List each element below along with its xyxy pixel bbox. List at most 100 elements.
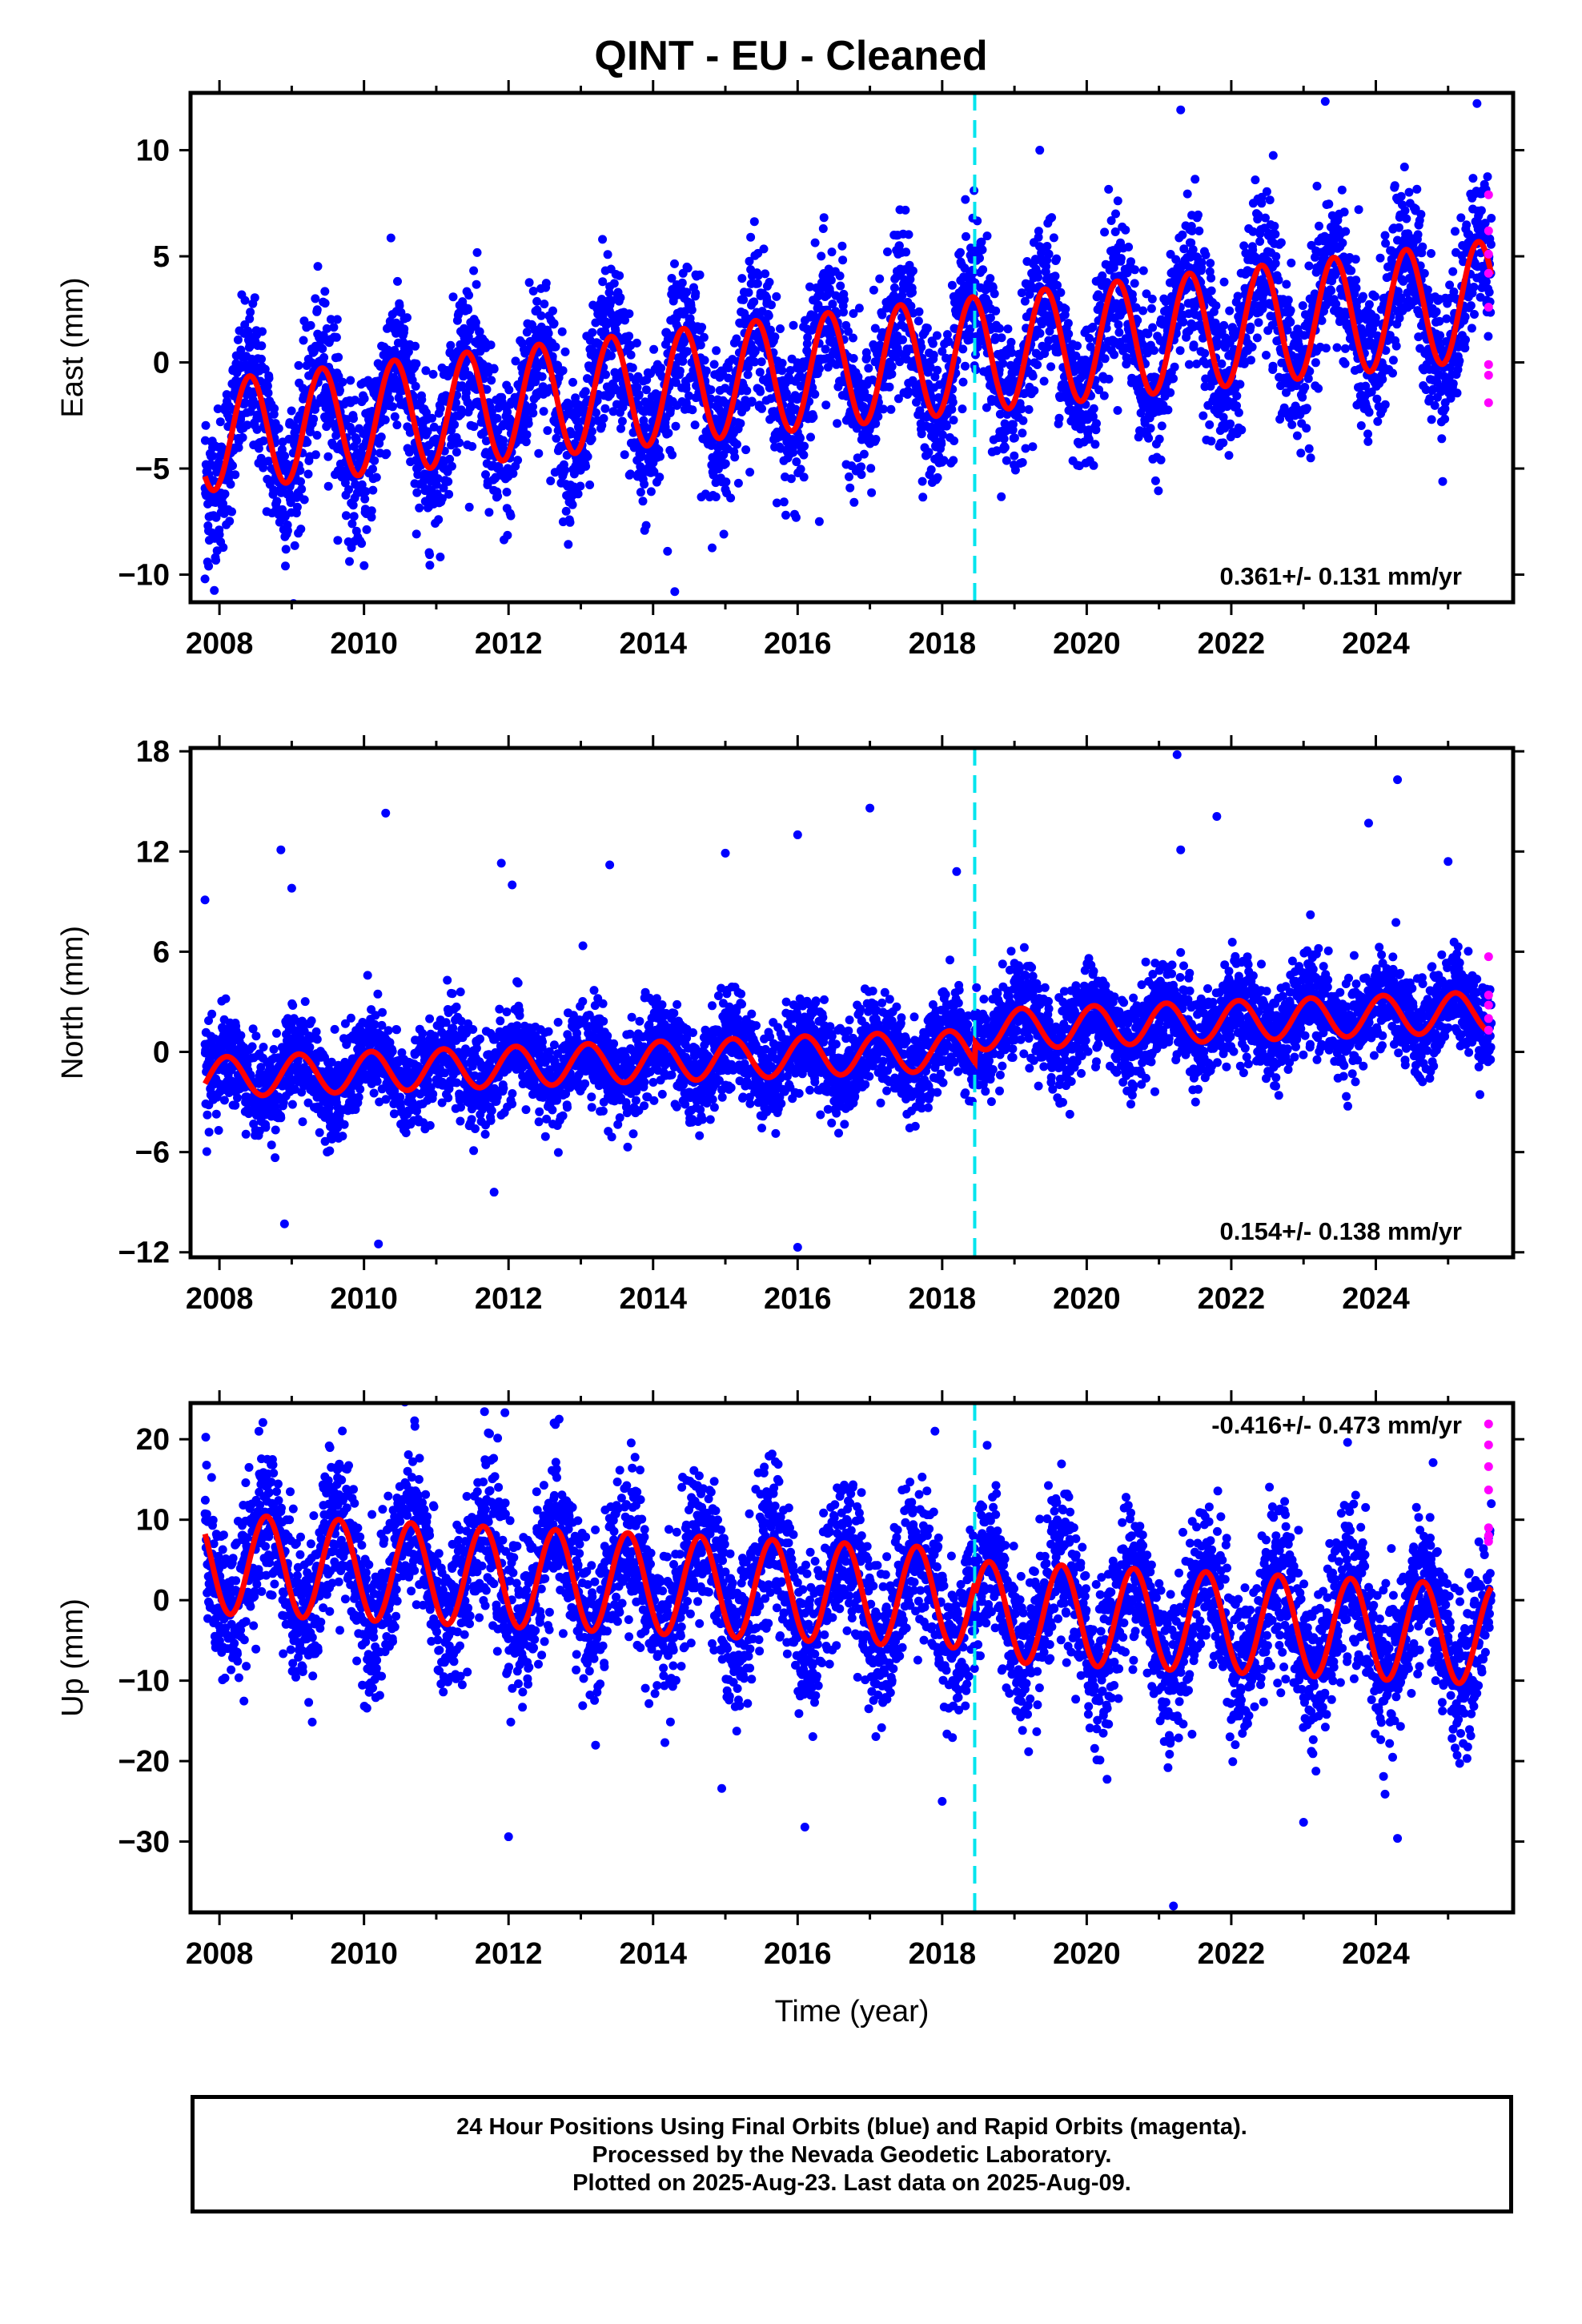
final-orbit-point [428,369,438,379]
final-orbit-point [845,472,853,481]
final-orbit-point [319,352,329,362]
final-orbit-point [280,451,290,460]
final-orbit-point [1197,258,1207,267]
final-orbit-point [1419,268,1429,278]
final-orbit-point [421,366,431,376]
final-orbit-point [1073,341,1082,351]
final-orbit-point [753,279,762,288]
final-orbit-point [257,354,266,364]
final-orbit-point [913,316,923,326]
final-orbit-point [536,311,546,320]
final-orbit-point [986,274,995,283]
final-orbit-point [1274,275,1283,285]
final-orbit-point [866,464,876,473]
final-orbit-point [750,347,760,356]
final-orbit-point [641,521,651,530]
final-orbit-point [1042,242,1052,251]
final-orbit-point [1130,279,1139,288]
final-orbit-point [439,483,448,493]
final-orbit-point [1235,380,1245,389]
final-orbit-point [712,346,721,356]
final-orbit-point [1114,320,1123,329]
final-orbit-point [412,529,421,539]
final-orbit-point [1430,400,1439,410]
final-orbit-point [250,293,259,303]
final-orbit-point [1437,434,1447,444]
final-orbit-point [403,313,412,323]
final-orbit-point [281,561,290,571]
final-orbit-point [632,338,641,348]
final-orbit-point [349,512,359,521]
final-orbit-point [632,383,642,392]
final-orbit-point [1199,411,1208,420]
final-orbit-point [1116,254,1126,263]
final-orbit-point [1400,206,1410,215]
final-orbit-point [711,493,721,501]
final-orbit-point [617,416,627,426]
final-orbit-point [259,436,268,445]
final-orbit-point [744,363,753,372]
final-orbit-point [1234,408,1243,417]
final-orbit-point [665,405,675,415]
final-orbit-point [412,488,422,497]
final-orbit-point [1271,251,1281,261]
final-orbit-point [344,485,353,494]
final-orbit-point [296,476,305,486]
final-orbit-point [626,350,636,360]
final-orbit-point [1448,379,1458,388]
final-orbit-point [392,420,402,430]
final-orbit-point [626,469,635,479]
final-orbit-point [1312,181,1322,191]
final-orbit-point [675,366,685,376]
final-orbit-point [962,231,970,241]
final-orbit-point [290,541,299,550]
final-orbit-point [1090,440,1100,449]
final-orbit-point [312,305,322,315]
final-orbit-point [1412,184,1422,194]
final-orbit-point [436,404,445,413]
final-orbit-point [215,530,224,540]
final-orbit-point [700,356,709,365]
final-orbit-point [862,353,872,363]
final-orbit-point [225,517,235,526]
final-orbit-point [450,420,460,429]
final-orbit-point [211,556,221,565]
final-orbit-point [687,305,697,315]
final-orbit-point [446,340,456,350]
final-orbit-point [1339,207,1349,217]
final-orbit-point [236,345,246,355]
final-orbit-point [368,464,377,474]
final-orbit-point [359,394,369,404]
final-orbit-point [415,503,424,513]
final-orbit-point [368,485,378,495]
final-orbit-point [918,493,928,502]
final-orbit-point [883,247,892,256]
final-orbit-point [928,339,938,348]
final-orbit-point [1380,400,1390,409]
final-orbit-point [958,344,968,354]
final-orbit-point [522,328,532,337]
final-orbit-point [649,344,659,354]
final-orbit-point [222,390,231,400]
final-orbit-point [1391,341,1401,351]
final-orbit-point [1211,301,1221,311]
final-orbit-point [764,311,773,320]
final-orbit-point [295,466,305,475]
final-orbit-point [1370,292,1379,301]
final-orbit-point [998,359,1008,368]
final-orbit-point [1460,344,1470,353]
final-orbit-point [260,364,270,374]
final-orbit-point [499,436,508,445]
final-orbit-point [464,291,474,300]
final-orbit-point [245,314,255,324]
final-orbit-point [744,287,753,297]
final-orbit-point [1033,360,1042,369]
final-orbit-point [664,428,673,438]
final-orbit-point [370,456,379,465]
final-orbit-point [908,266,917,275]
final-orbit-point [956,247,965,257]
final-orbit-point [521,437,531,447]
final-orbit-point [1340,359,1350,368]
final-orbit-point [958,404,967,414]
final-orbit-point [481,470,490,480]
